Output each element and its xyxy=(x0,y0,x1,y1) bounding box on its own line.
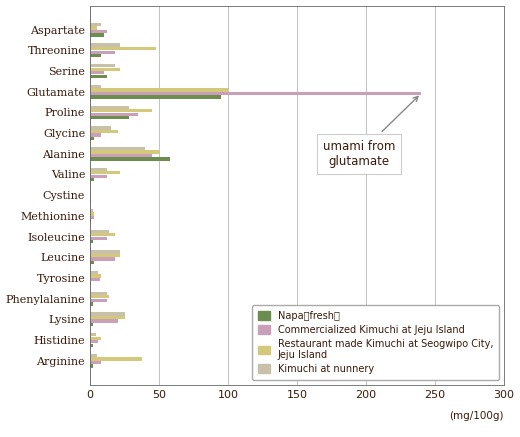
Bar xyxy=(90,295,109,298)
Bar xyxy=(90,105,128,109)
Bar xyxy=(90,323,93,326)
Bar xyxy=(90,274,101,278)
Bar xyxy=(90,54,101,57)
Bar xyxy=(90,133,101,136)
Bar xyxy=(90,209,93,212)
Bar xyxy=(90,47,157,50)
Bar xyxy=(90,51,115,54)
Bar xyxy=(90,261,94,264)
Bar xyxy=(90,257,115,260)
Bar xyxy=(90,64,115,67)
Bar xyxy=(90,195,92,198)
Bar xyxy=(90,157,170,161)
Bar xyxy=(90,68,121,71)
Bar xyxy=(90,291,107,295)
Bar xyxy=(90,188,92,191)
Bar xyxy=(90,336,101,340)
Bar xyxy=(90,216,94,219)
Bar xyxy=(90,85,101,88)
Bar xyxy=(90,319,118,323)
Bar xyxy=(90,137,94,140)
Bar xyxy=(90,113,138,116)
Bar xyxy=(90,147,145,150)
Bar xyxy=(90,167,107,171)
Bar xyxy=(90,175,107,178)
Bar xyxy=(90,43,121,47)
Bar xyxy=(90,302,93,305)
Bar xyxy=(90,229,109,233)
Text: umami from
glutamate: umami from glutamate xyxy=(323,97,418,168)
Bar xyxy=(90,154,152,157)
Bar xyxy=(90,333,96,336)
Bar xyxy=(90,354,97,357)
Bar xyxy=(90,109,152,112)
Bar xyxy=(90,30,107,33)
Bar xyxy=(90,233,115,236)
Bar xyxy=(90,250,121,253)
Bar xyxy=(90,88,228,92)
Bar xyxy=(90,26,97,30)
Bar xyxy=(90,71,104,74)
Bar xyxy=(90,212,94,216)
Bar xyxy=(90,236,107,240)
Bar xyxy=(90,130,118,133)
Bar xyxy=(90,357,142,361)
Bar xyxy=(90,75,107,78)
Bar xyxy=(90,316,124,319)
Bar xyxy=(90,298,107,302)
Bar xyxy=(90,271,98,274)
Bar xyxy=(90,23,101,26)
Bar xyxy=(90,361,101,364)
Bar xyxy=(90,171,121,174)
Bar xyxy=(90,92,421,95)
Bar xyxy=(90,340,98,343)
Bar xyxy=(90,278,100,281)
Bar xyxy=(90,343,93,347)
Bar xyxy=(90,150,159,154)
Bar xyxy=(90,219,92,223)
Bar xyxy=(90,116,128,119)
Bar xyxy=(90,240,93,243)
Legend: Napa（fresh）, Commercialized Kimuchi at Jeju Island, Restaurant made Kimuchi at S: Napa（fresh）, Commercialized Kimuchi at J… xyxy=(253,305,499,380)
Bar xyxy=(90,312,124,316)
Bar xyxy=(90,178,94,181)
Bar xyxy=(90,192,92,195)
Bar xyxy=(90,33,104,37)
Bar xyxy=(90,281,92,285)
Bar xyxy=(90,126,111,129)
Bar xyxy=(90,364,93,368)
Bar xyxy=(90,95,221,99)
Bar xyxy=(90,254,121,257)
Text: (mg/100g): (mg/100g) xyxy=(449,411,504,421)
